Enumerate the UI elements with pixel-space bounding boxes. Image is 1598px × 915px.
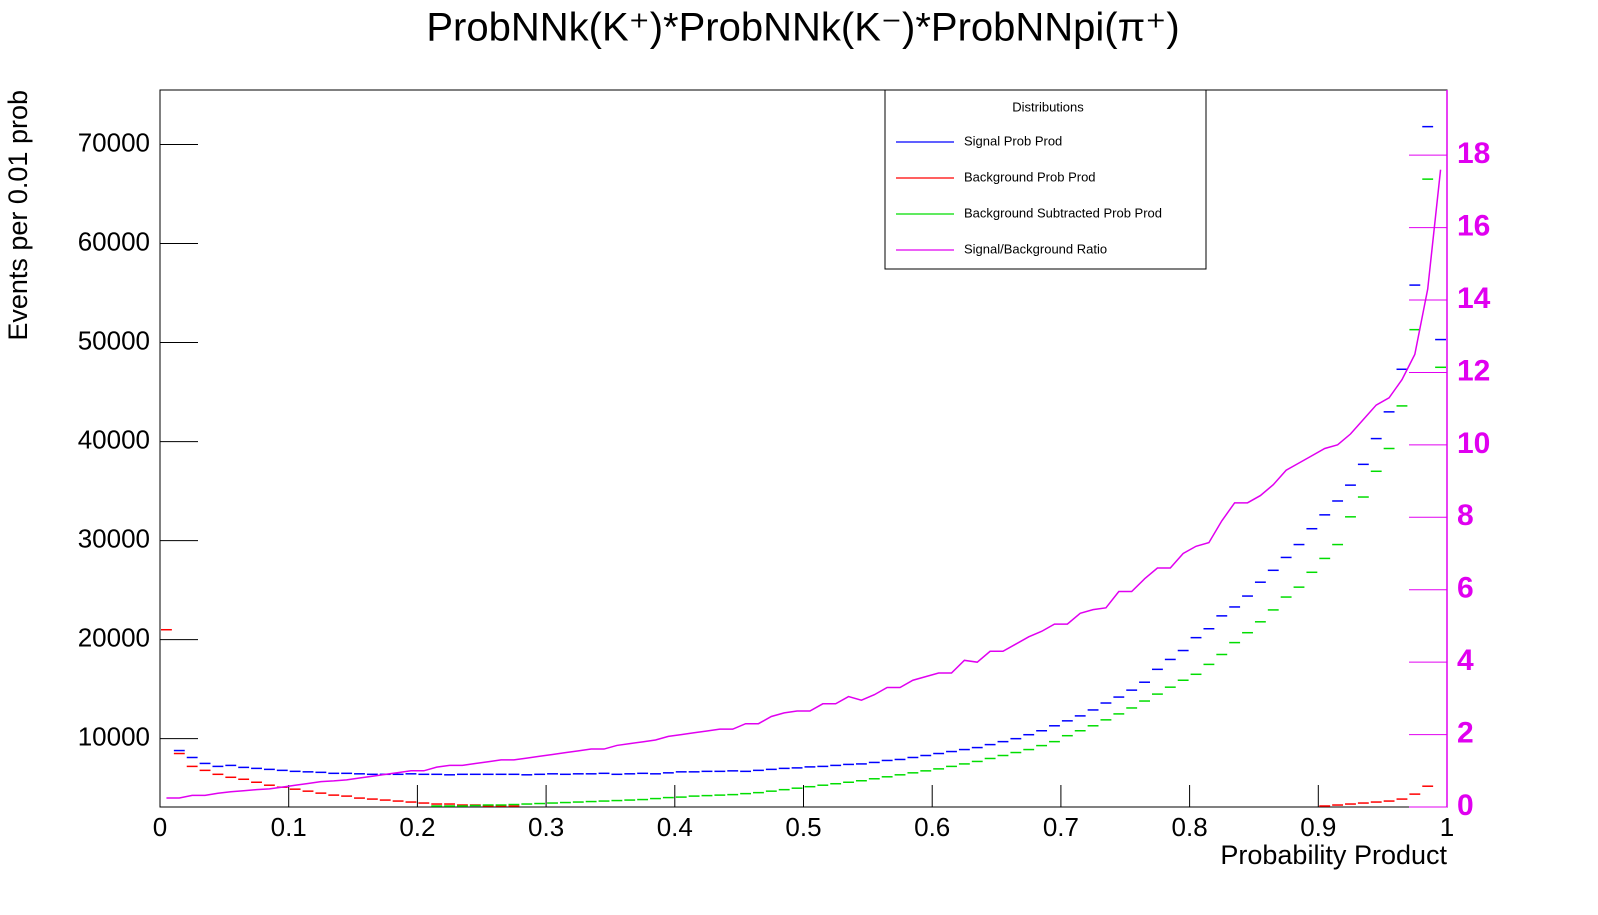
- legend-label: Background Prob Prod: [964, 169, 1096, 184]
- y2-tick-label: 4: [1457, 644, 1474, 677]
- y2-tick-label: 0: [1457, 789, 1474, 822]
- x-tick-label: 0.7: [1043, 812, 1079, 842]
- y-tick-label: 40000: [78, 424, 150, 454]
- x-tick-label: 0.8: [1172, 812, 1208, 842]
- x-axis-title: Probability Product: [1220, 840, 1447, 870]
- x-tick-label: 0: [153, 812, 167, 842]
- y2-tick-label: 2: [1457, 716, 1474, 749]
- x-tick-label: 0.5: [785, 812, 821, 842]
- y2-tick-label: 14: [1457, 282, 1491, 315]
- y2-tick-label: 6: [1457, 572, 1474, 605]
- y2-tick-label: 12: [1457, 354, 1490, 387]
- y2-tick-label: 10: [1457, 427, 1490, 460]
- y-axis-title: Events per 0.01 prob: [3, 90, 33, 341]
- y2-tick-label: 16: [1457, 210, 1490, 243]
- y2-tick-label: 8: [1457, 499, 1474, 532]
- x-tick-label: 0.3: [528, 812, 564, 842]
- x-tick-label: 0.6: [914, 812, 950, 842]
- y-tick-label: 20000: [78, 623, 150, 653]
- chart-title: ProbNNk(K⁺)*ProbNNk(K⁻)*ProbNNpi(π⁺): [426, 6, 1179, 50]
- legend-label: Signal/Background Ratio: [964, 241, 1107, 256]
- x-tick-label: 0.4: [657, 812, 693, 842]
- plot-frame: [159, 89, 1448, 808]
- legend-title: Distributions: [1012, 99, 1084, 114]
- x-tick-label: 0.1: [271, 812, 307, 842]
- y-tick-label: 10000: [78, 722, 150, 752]
- x-tick-label: 0.2: [399, 812, 435, 842]
- legend-box: [884, 89, 1207, 270]
- y2-tick-label: 18: [1457, 137, 1490, 170]
- x-tick-label: 0.9: [1300, 812, 1336, 842]
- y-tick-label: 70000: [78, 127, 150, 157]
- y-tick-label: 60000: [78, 226, 150, 256]
- y-tick-label: 30000: [78, 523, 150, 553]
- x-tick-label: 1: [1440, 812, 1454, 842]
- ratio-line: [166, 169, 1442, 799]
- y-tick-label: 50000: [78, 325, 150, 355]
- legend-label: Signal Prob Prod: [964, 133, 1062, 148]
- legend-label: Background Subtracted Prob Prod: [964, 205, 1162, 220]
